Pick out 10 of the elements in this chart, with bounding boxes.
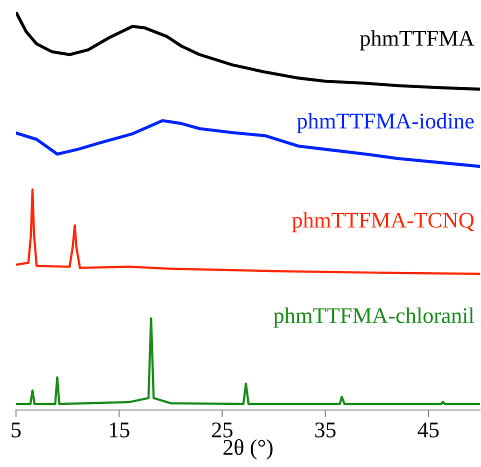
x-tick-label: 5 <box>12 422 21 438</box>
series-label: phmTTFMA <box>360 30 474 50</box>
x-tick-label: 25 <box>212 422 232 438</box>
x-tick-label: 15 <box>110 422 130 438</box>
x-tick-label: 45 <box>418 422 439 438</box>
text: phmTTFMA-chloranil <box>274 307 474 328</box>
series-label: phmTTFMA-iodine <box>297 112 474 134</box>
x-axis-title: 2θ (°) <box>223 439 273 460</box>
series-label: phmTTFMA-TCNQ <box>292 212 474 232</box>
x-tick-label: 35 <box>315 422 336 438</box>
